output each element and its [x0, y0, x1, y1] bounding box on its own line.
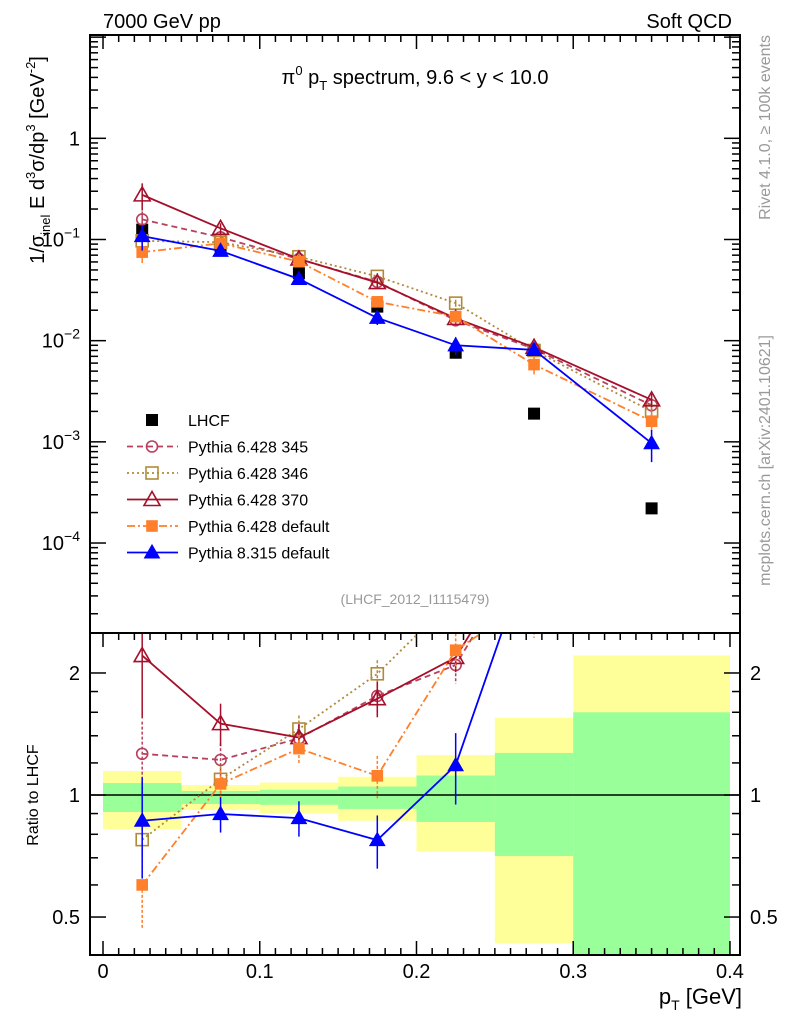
x-tick-label: 0.1	[246, 961, 274, 983]
ratio-point-pythia-6-428-370	[644, 352, 660, 366]
analysis-id-label: (LHCF_2012_I1115479)	[341, 591, 490, 607]
y-tick-label: 10−3	[42, 427, 80, 454]
ratio-tick-label: 1	[69, 785, 80, 807]
ratio-point-pythia-8-315-default	[645, 527, 659, 539]
data-point-pythia-8-315-default	[133, 227, 151, 243]
ratio-point-pythia-6-428-default	[293, 742, 305, 755]
header-right: Soft QCD	[646, 11, 732, 33]
legend-label-pythia-6-428-default: Pythia 6.428 default	[188, 519, 330, 536]
ratio-point-pythia-6-428-345	[135, 747, 149, 761]
ratio-point-pythia-6-428-default	[449, 644, 462, 657]
x-tick-label: 0	[97, 961, 108, 983]
ratio-point-pythia-8-315-default	[212, 805, 229, 821]
ratio-point-pythia-6-428-default	[529, 594, 539, 604]
ratio-band-stat	[494, 752, 574, 857]
x-tick-label: 0.4	[716, 961, 744, 983]
mcplots-credit-text: mcplots.cern.ch [arXiv:2401.10621]	[757, 335, 774, 586]
ratio-plot-marks	[90, 352, 740, 929]
ratio-point-pythia-6-428-370	[367, 689, 387, 706]
data-point-pythia-8-315-default	[525, 341, 543, 356]
ratio-tick-label-right: 0.5	[750, 907, 778, 929]
ratio-point-pythia-8-315-default	[447, 756, 465, 772]
rivet-version-text: Rivet 4.1.0, ≥ 100k events	[757, 35, 774, 220]
legend-marker-pythia-6-428-370	[142, 489, 162, 507]
chart-title: π0 pT spectrum, 9.6 < y < 10.0	[282, 63, 549, 93]
x-tick-label: 0.3	[559, 961, 587, 983]
ratio-band-stat	[259, 789, 339, 805]
ratio-point-pythia-6-428-346	[528, 536, 540, 548]
legend-label-pythia-6-428-345: Pythia 6.428 345	[188, 440, 308, 457]
ratio-tick-label-right: 2	[750, 663, 761, 685]
ratio-point-pythia-6-428-default	[371, 770, 384, 782]
legend-marker-pythia-8-315-default	[143, 543, 161, 559]
data-point-pythia-6-428-370	[367, 272, 387, 290]
ratio-point-pythia-8-315-default	[133, 812, 151, 827]
header-left: 7000 GeV pp	[103, 11, 221, 33]
data-point-pythia-6-428-default	[449, 310, 462, 323]
ratio-point-pythia-6-428-345	[646, 376, 657, 387]
x-axis-label: pT [GeV]	[659, 984, 742, 1013]
data-point-pythia-6-428-default	[528, 358, 540, 371]
y-tick-label: 10−4	[42, 528, 80, 555]
ratio-point-pythia-6-428-345	[214, 753, 227, 767]
x-tick-label: 0.2	[403, 961, 431, 983]
y-tick-label: 1	[69, 128, 80, 150]
lhcf-data-point	[645, 502, 658, 515]
legend-marker-pythia-6-428-default	[146, 520, 158, 532]
legend-label-pythia-6-428-370: Pythia 6.428 370	[188, 493, 308, 510]
ratio-point-pythia-6-428-370	[526, 521, 542, 535]
main-plot-frame	[89, 34, 741, 634]
legend-label-pythia-6-428-346: Pythia 6.428 346	[188, 466, 308, 483]
legend-marker-pythia-6-428-345	[145, 440, 159, 453]
data-point-pythia-8-315-default	[447, 336, 465, 352]
y-axis-label: 1/σinel E d3σ/dp3 [GeV-2]	[23, 56, 53, 264]
legend: LHCF Pythia 6.428 345 Pythia 6.428 346 Pyth…	[127, 413, 330, 563]
series-line-pythia-6-428-346	[142, 239, 653, 413]
data-point-pythia-8-315-default	[368, 309, 386, 324]
data-point-pythia-8-315-default	[212, 242, 229, 257]
legend-label-lhcf: LHCF	[188, 413, 230, 430]
data-point-pythia-6-428-default	[293, 255, 305, 268]
data-point-pythia-6-428-345	[135, 213, 149, 226]
data-point-pythia-6-428-370	[211, 218, 230, 236]
series-line-pythia-6-428-370	[141, 194, 652, 401]
ratio-point-pythia-6-428-default	[136, 879, 148, 891]
data-point-pythia-6-428-default	[645, 415, 658, 427]
ratio-point-pythia-8-315-default	[368, 831, 386, 847]
ratio-y-axis-label: Ratio to LHCF	[25, 744, 42, 846]
ratio-point-pythia-6-428-346	[370, 666, 385, 681]
series-line-pythia-6-428-default	[142, 242, 652, 422]
ratio-point-pythia-6-428-370	[132, 645, 152, 663]
main-plot-marks	[132, 183, 661, 515]
ratio-plot-frame	[89, 632, 741, 956]
data-point-pythia-8-315-default	[643, 434, 660, 450]
ratio-point-pythia-6-428-370	[211, 714, 230, 731]
ratio-tick-label: 0.5	[52, 907, 80, 929]
ratio-band-stat	[573, 712, 730, 955]
axis-ticks: 0 0.1 0.2 0.3 0.4 1 10−1 10−2 10−3 10−4 0.5 0.5 1 1 2 2	[42, 35, 778, 983]
data-point-pythia-6-428-370	[642, 390, 661, 407]
data-point-pythia-8-315-default	[290, 270, 308, 286]
legend-marker-pythia-6-428-346	[145, 466, 159, 480]
legend-marker-lhcf	[146, 414, 158, 426]
ratio-point-pythia-6-428-345	[529, 530, 540, 541]
ratio-tick-label-right: 1	[750, 785, 761, 807]
data-point-pythia-6-428-default	[371, 296, 384, 308]
ratio-tick-label: 2	[69, 663, 80, 685]
ratio-point-pythia-8-315-default	[290, 809, 308, 825]
y-tick-label: 10−1	[42, 224, 80, 251]
y-tick-label: 10−2	[42, 326, 80, 353]
lhcf-data-point	[528, 407, 541, 420]
ratio-point-pythia-6-428-default	[214, 778, 227, 790]
data-point-pythia-6-428-370	[132, 185, 152, 202]
legend-label-pythia-8-315-default: Pythia 8.315 default	[188, 546, 330, 563]
ratio-point-pythia-8-315-default	[527, 533, 541, 545]
